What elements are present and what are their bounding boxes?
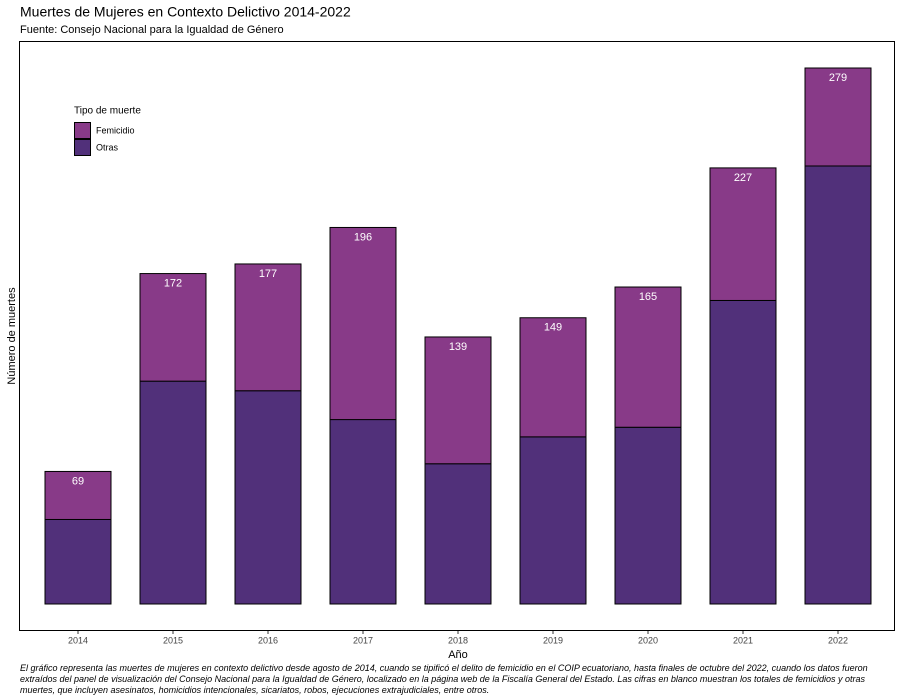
bar-segment — [709, 167, 777, 301]
x-tick-label: 2014 — [68, 635, 88, 645]
total-label: 149 — [544, 322, 562, 334]
panel-border — [19, 41, 895, 631]
x-tick-label: 2018 — [448, 635, 468, 645]
bar-segment — [234, 390, 302, 605]
bar-segment — [804, 165, 872, 605]
legend-label: Femicidio — [96, 125, 135, 135]
bar-segment — [139, 380, 207, 605]
x-tick-label: 2016 — [258, 635, 278, 645]
bar-segment — [329, 226, 397, 421]
y-axis-label: Número de muertes — [6, 287, 18, 385]
chart-subtitle: Fuente: Consejo Nacional para la Igualda… — [20, 24, 284, 36]
total-label: 172 — [164, 277, 182, 289]
total-label: 279 — [829, 72, 847, 84]
bar-segment — [44, 518, 112, 605]
total-label: 69 — [72, 475, 84, 487]
bar-segment — [424, 463, 492, 605]
total-label: 196 — [354, 231, 372, 243]
bar-segment — [234, 263, 302, 392]
total-label: 177 — [259, 268, 277, 280]
legend-label: Otras — [96, 142, 119, 152]
bar-segment — [804, 67, 872, 167]
bar-segment — [424, 336, 492, 465]
x-tick-label: 2019 — [543, 635, 563, 645]
bar-segment — [519, 436, 587, 605]
legend-swatch — [74, 122, 91, 139]
bar-segment — [329, 419, 397, 605]
x-tick-label: 2021 — [733, 635, 753, 645]
total-label: 165 — [639, 291, 657, 303]
x-axis-label: Año — [448, 649, 468, 660]
total-label: 227 — [734, 172, 752, 184]
x-tick-label: 2020 — [638, 635, 658, 645]
chart-title: Muertes de Mujeres en Contexto Delictivo… — [20, 4, 351, 20]
bar-segment — [709, 299, 777, 605]
x-tick-label: 2015 — [163, 635, 183, 645]
legend-title: Tipo de muerte — [74, 106, 141, 117]
bar-segment — [614, 286, 682, 428]
bar-segment — [614, 426, 682, 605]
legend-swatch — [74, 139, 91, 156]
footnote: El gráfico representa las muertes de muj… — [20, 663, 868, 695]
x-tick-label: 2022 — [828, 635, 848, 645]
bar-segment — [139, 273, 207, 382]
total-label: 139 — [449, 341, 467, 353]
bar-segment — [519, 317, 587, 438]
chart: Muertes de Mujeres en Contexto Delictivo… — [6, 4, 895, 660]
bar-segment — [44, 470, 112, 520]
x-tick-label: 2017 — [353, 635, 373, 645]
